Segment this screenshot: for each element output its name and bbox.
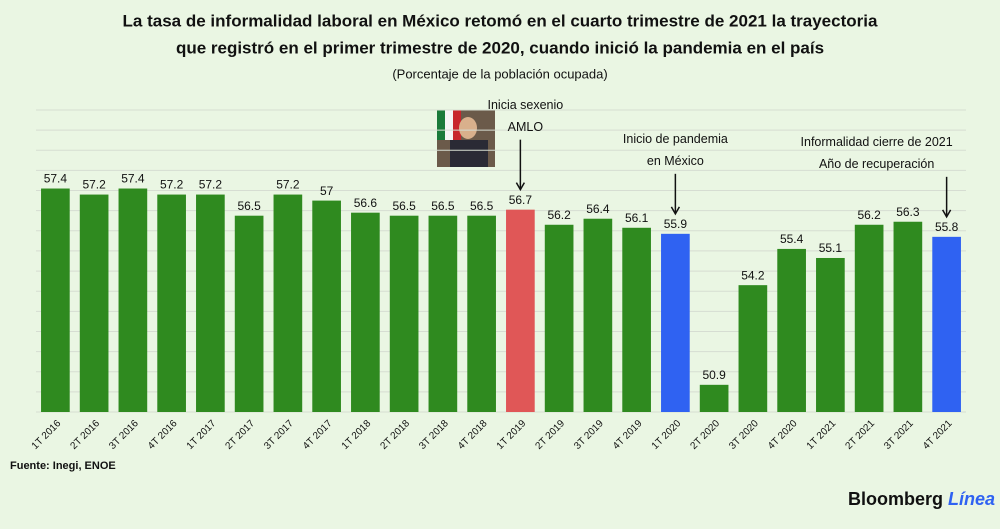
- bar: [738, 285, 768, 412]
- bar: [622, 227, 651, 412]
- source: Fuente: Inegi, ENOE: [10, 460, 116, 472]
- bar: [699, 384, 729, 412]
- arrow-head: [941, 209, 952, 219]
- value-label: 57.2: [82, 178, 106, 192]
- annotation: AMLO: [508, 120, 544, 134]
- bar: [234, 215, 264, 412]
- chart-subtitle: (Porcentaje de la población ocupada): [392, 66, 607, 81]
- arrow-head: [670, 206, 681, 216]
- value-label: 56.5: [392, 199, 416, 213]
- annotation: Año de recuperación: [819, 157, 934, 171]
- value-label: 55.4: [780, 232, 804, 246]
- value-label: 56.5: [470, 199, 494, 213]
- bar: [816, 257, 845, 412]
- value-label: 57: [320, 184, 334, 198]
- value-label: 56.7: [509, 193, 533, 207]
- bar: [312, 200, 341, 412]
- brand: Bloomberg Línea: [848, 489, 995, 509]
- bar: [118, 188, 148, 412]
- value-label: 57.4: [44, 172, 68, 186]
- annotation: Informalidad cierre de 2021: [801, 135, 953, 149]
- bar: [544, 224, 574, 412]
- chart-title: que registró en el primer trimestre de 2…: [176, 38, 824, 57]
- value-label: 57.2: [276, 178, 300, 192]
- bar: [932, 236, 961, 412]
- bar: [273, 194, 303, 412]
- arrow-head: [515, 182, 526, 192]
- value-label: 56.4: [586, 202, 610, 216]
- brand-name: Bloomberg: [848, 489, 943, 509]
- value-label: 55.8: [935, 220, 959, 234]
- bar: [79, 194, 109, 412]
- value-label: 56.5: [237, 199, 261, 213]
- bar: [196, 194, 225, 412]
- annotation: Inicio de pandemia: [623, 132, 728, 146]
- bar: [389, 215, 419, 412]
- bar: [854, 224, 884, 412]
- bar: [467, 215, 496, 412]
- bar: [41, 188, 70, 412]
- annotation: Inicia sexenio: [488, 98, 564, 112]
- value-label: 55.9: [664, 217, 688, 231]
- bar: [351, 212, 380, 412]
- chart-title: La tasa de informalidad laboral en Méxic…: [123, 11, 878, 30]
- bar: [583, 218, 613, 412]
- photo: [437, 110, 495, 167]
- brand-suffix: Línea: [948, 489, 995, 509]
- value-label: 57.2: [160, 178, 184, 192]
- bar: [777, 248, 806, 412]
- value-label: 57.2: [199, 178, 223, 192]
- annotation: en México: [647, 154, 704, 168]
- value-label: 56.2: [857, 208, 881, 222]
- value-label: 50.9: [702, 368, 726, 382]
- value-label: 56.5: [431, 199, 455, 213]
- value-label: 55.1: [819, 241, 843, 255]
- value-label: 57.4: [121, 172, 145, 186]
- bar: [506, 209, 535, 412]
- value-label: 56.1: [625, 211, 649, 225]
- value-label: 56.6: [354, 196, 378, 210]
- value-label: 56.3: [896, 205, 920, 219]
- value-label: 54.2: [741, 268, 765, 282]
- bar: [157, 194, 186, 412]
- bar: [661, 233, 690, 412]
- bar: [893, 221, 923, 412]
- value-label: 56.2: [547, 208, 571, 222]
- bar: [428, 215, 458, 412]
